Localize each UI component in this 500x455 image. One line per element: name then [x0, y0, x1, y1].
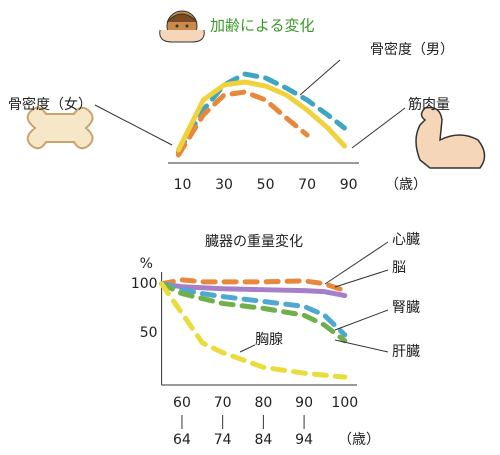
series-line: [175, 79, 347, 153]
leader-line: [334, 309, 389, 331]
series-label: 骨密度（女）: [8, 96, 92, 113]
series-line: [159, 281, 348, 299]
x-tick-label: 10: [174, 177, 192, 193]
series-line: [159, 281, 348, 380]
leader-line: [299, 59, 341, 96]
x-tick-label-lower: 94: [295, 432, 313, 448]
series-line: [175, 89, 310, 158]
chart-title: 臓器の重量変化: [205, 233, 303, 250]
bone-icon: [26, 106, 94, 150]
leader-line: [94, 104, 173, 146]
x-tick-label: 70: [298, 177, 316, 193]
series-label: 腎臓: [392, 300, 420, 316]
leader-line: [334, 339, 389, 353]
x-tick-label: 100: [331, 395, 358, 411]
x-tick-label: 30: [215, 177, 233, 193]
y-tick-label: 100: [131, 276, 158, 292]
x-tick-label: 90: [340, 177, 358, 193]
series-line: [175, 71, 347, 155]
y-axis-label: %: [140, 256, 153, 272]
series-line: [159, 281, 348, 338]
series-label: 脳: [392, 260, 406, 276]
x-tick-label-lower: 84: [254, 432, 272, 448]
series-label: 肝臓: [392, 344, 420, 360]
boy-icon: [159, 10, 205, 43]
x-tick-label-lower: 64: [173, 432, 191, 448]
x-tick-label: 60: [173, 395, 191, 411]
series-line: [159, 281, 348, 344]
chart-title: 加齢による変化: [210, 17, 315, 35]
x-tick-label: 90: [295, 395, 313, 411]
x-tick-label-lower: 74: [214, 432, 232, 448]
x-tick-label: 50: [257, 177, 275, 193]
x-unit: （歳）: [385, 177, 427, 193]
y-tick-label: 50: [140, 325, 158, 341]
x-tick-label: 80: [254, 395, 272, 411]
leader-line: [351, 107, 406, 149]
series-label: 胸腺: [255, 332, 283, 348]
arm-icon: [415, 106, 486, 169]
series-line: [159, 277, 348, 294]
x-unit: （歳）: [338, 432, 380, 448]
leader-line: [334, 269, 389, 288]
series-label: 心臓: [392, 232, 420, 248]
series-label: 骨密度（男）: [370, 41, 454, 58]
x-tick-label: 70: [214, 395, 232, 411]
leader-line: [239, 344, 256, 353]
series-label: 筋肉量: [408, 96, 450, 113]
leader-line: [324, 241, 389, 285]
